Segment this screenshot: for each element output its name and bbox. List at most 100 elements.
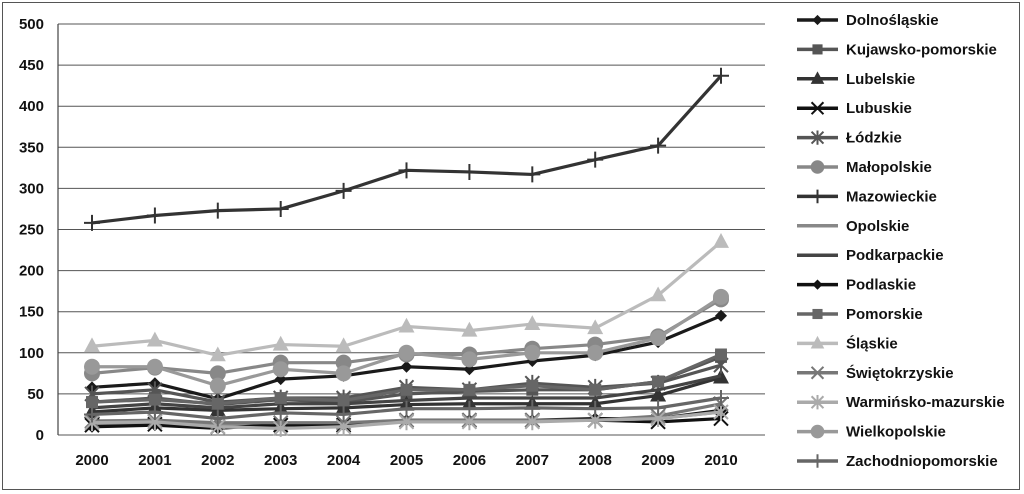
series-11 bbox=[84, 233, 729, 362]
x-tick-label: 2007 bbox=[516, 452, 549, 469]
data-point bbox=[146, 331, 163, 347]
legend-label: Śląskie bbox=[846, 334, 898, 352]
data-point bbox=[650, 286, 667, 302]
x-tick-label: 2000 bbox=[75, 452, 108, 469]
data-point bbox=[84, 358, 100, 375]
y-tick-label: 150 bbox=[19, 304, 44, 321]
data-point bbox=[650, 137, 667, 154]
legend-marker bbox=[810, 130, 825, 145]
y-tick-label: 450 bbox=[19, 57, 44, 74]
legend-label: Kujawsko-pomorskie bbox=[846, 41, 997, 58]
data-point bbox=[335, 406, 352, 423]
axes: 0 50 100 150 200 250 300 350 400 450 500 2000 2001 20… bbox=[19, 16, 738, 469]
legend-label: Lubuskie bbox=[846, 100, 912, 117]
legend-entry: Lubuskie bbox=[797, 100, 912, 117]
legend-label: Wielkopolskie bbox=[846, 424, 946, 441]
data-point bbox=[713, 233, 729, 248]
series-line bbox=[91, 74, 723, 225]
data-point bbox=[715, 309, 727, 322]
data-point bbox=[148, 393, 161, 406]
gridlines bbox=[58, 23, 765, 436]
data-point bbox=[84, 406, 100, 423]
data-point bbox=[398, 344, 415, 361]
legend-label: Opolskie bbox=[846, 218, 909, 235]
data-point bbox=[713, 288, 729, 305]
series-6 bbox=[84, 67, 729, 231]
legend-entry: Pomorskie bbox=[797, 306, 923, 323]
data-point bbox=[84, 214, 100, 231]
legend-entry: Warmińsko-mazurskie bbox=[797, 394, 1005, 411]
y-tick-label: 500 bbox=[19, 16, 44, 33]
data-point bbox=[335, 365, 352, 382]
legend-marker bbox=[812, 279, 823, 290]
data-point bbox=[461, 163, 478, 180]
data-point bbox=[650, 330, 667, 347]
data-point bbox=[335, 182, 352, 199]
legend-entry: Lubelskie bbox=[797, 71, 915, 88]
data-point bbox=[587, 319, 604, 335]
legend-marker bbox=[810, 335, 825, 349]
legend-marker bbox=[810, 101, 825, 115]
data-point bbox=[209, 202, 226, 219]
y-tick-label: 350 bbox=[19, 139, 44, 156]
data-point bbox=[524, 399, 541, 416]
legend-entry: Podlaskie bbox=[797, 277, 916, 294]
y-tick-label: 300 bbox=[19, 180, 44, 197]
x-tick-label: 2006 bbox=[453, 452, 486, 469]
legend-entry: Śląskie bbox=[797, 334, 898, 352]
data-point bbox=[84, 337, 100, 353]
legend-entry: Kujawsko-pomorskie bbox=[797, 41, 997, 58]
y-tick-label: 400 bbox=[19, 98, 44, 115]
data-point bbox=[86, 396, 98, 409]
data-point bbox=[524, 413, 541, 431]
y-tick-label: 250 bbox=[19, 222, 44, 239]
legend-marker bbox=[810, 454, 825, 468]
legend-entry: Mazowieckie bbox=[797, 188, 937, 205]
data-point bbox=[524, 315, 541, 331]
legend-label: Lubelskie bbox=[846, 71, 915, 88]
legend-entry: Zachodniopomorskie bbox=[797, 453, 998, 470]
data-point bbox=[272, 335, 289, 351]
series-line bbox=[91, 240, 723, 357]
legend-marker bbox=[810, 395, 825, 410]
series-8 bbox=[91, 374, 722, 410]
data-point bbox=[272, 420, 289, 437]
data-point bbox=[524, 166, 541, 183]
legend-label: Podlaskie bbox=[846, 277, 916, 294]
x-tick-label: 2003 bbox=[264, 452, 297, 469]
data-point bbox=[398, 162, 415, 179]
y-tick-label: 50 bbox=[27, 386, 44, 403]
y-tick-label: 0 bbox=[36, 427, 44, 444]
y-tick-label: 100 bbox=[19, 345, 44, 362]
data-point bbox=[146, 358, 163, 375]
data-point bbox=[461, 400, 478, 417]
legend-marker bbox=[812, 44, 823, 55]
data-point bbox=[715, 348, 727, 361]
legend: Dolnośląskie Kujawsko-pomorskie Lubelskie L… bbox=[797, 12, 1005, 470]
legend-marker bbox=[810, 189, 825, 204]
legend-label: Dolnośląskie bbox=[846, 12, 939, 29]
legend-entry: Świętokrzyskie bbox=[797, 364, 954, 382]
legend-label: Świętokrzyskie bbox=[846, 364, 954, 382]
legend-label: Pomorskie bbox=[846, 306, 923, 323]
x-tick-label: 2004 bbox=[327, 452, 361, 469]
series-line bbox=[91, 374, 722, 410]
data-point bbox=[713, 403, 729, 421]
data-point bbox=[463, 383, 476, 396]
legend-label: Mazowieckie bbox=[846, 188, 937, 205]
data-point bbox=[524, 344, 541, 361]
data-point bbox=[146, 207, 163, 224]
x-tick-label: 2008 bbox=[579, 452, 612, 469]
data-point bbox=[146, 403, 163, 420]
data-point bbox=[400, 383, 413, 396]
data-point bbox=[209, 365, 226, 382]
series-lines bbox=[84, 67, 729, 437]
data-point bbox=[587, 151, 604, 168]
legend-entry: Opolskie bbox=[797, 218, 909, 235]
data-point bbox=[209, 410, 226, 427]
legend-entry: Małopolskie bbox=[797, 159, 932, 176]
legend-marker bbox=[810, 424, 825, 439]
x-tick-label: 2005 bbox=[390, 452, 423, 469]
legend-label: Łódzkie bbox=[846, 130, 902, 147]
legend-marker bbox=[810, 160, 825, 174]
